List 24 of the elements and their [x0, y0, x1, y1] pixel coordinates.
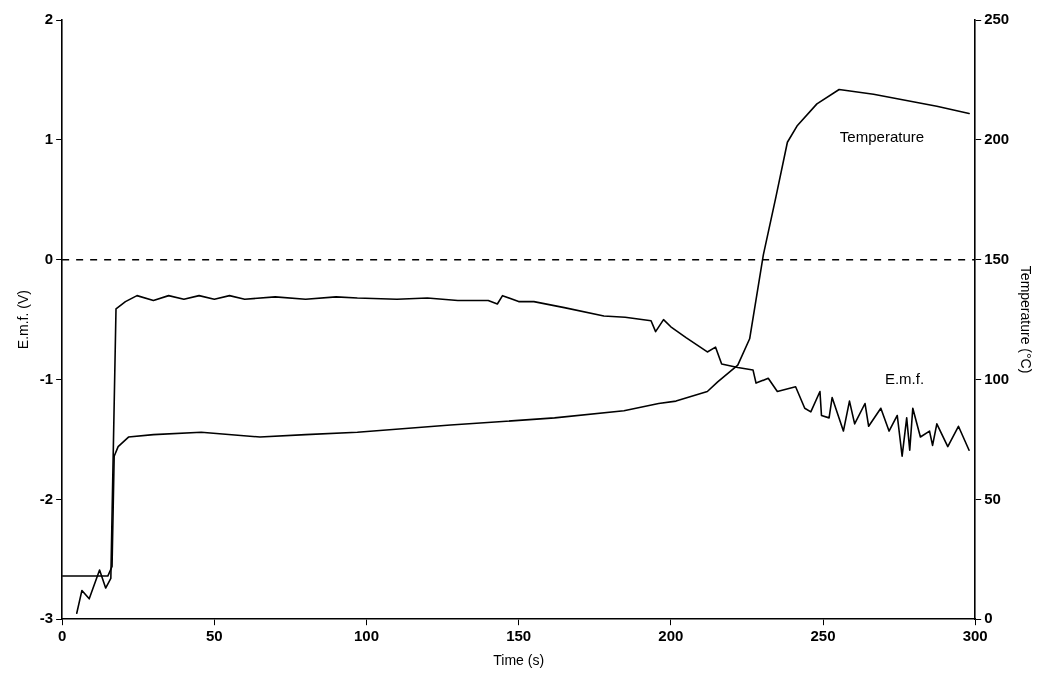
x-tick-label: 300: [962, 627, 988, 645]
y-tick-label: 1: [44, 129, 54, 147]
y2-tick-label: 50: [984, 489, 1001, 507]
y2-tick-label: 100: [984, 369, 1010, 387]
y-tick-label: -2: [39, 489, 54, 507]
y-tick-label: 0: [44, 249, 54, 267]
series-label: Temperature: [839, 127, 925, 145]
y2-axis-title: Temperature (°C): [1017, 265, 1034, 374]
x-tick-label: 100: [353, 627, 379, 645]
x-tick-label: 200: [658, 627, 684, 645]
y-axis-title: E.m.f. (V): [15, 290, 32, 350]
x-axis-title: Time (s): [493, 652, 545, 669]
y2-tick-label: 0: [984, 609, 993, 627]
y2-tick-label: 200: [984, 129, 1010, 147]
x-tick-label: 250: [810, 627, 836, 645]
y-tick-label: -1: [39, 369, 54, 387]
x-tick-label: 0: [57, 627, 67, 645]
y-tick-label: -3: [39, 609, 54, 627]
x-tick-label: 150: [506, 627, 532, 645]
y2-tick-label: 150: [984, 249, 1010, 267]
x-tick-label: 50: [205, 627, 223, 645]
series-label: E.m.f.: [884, 370, 925, 388]
y-tick-label: 2: [44, 10, 54, 28]
y2-tick-label: 250: [984, 10, 1010, 28]
